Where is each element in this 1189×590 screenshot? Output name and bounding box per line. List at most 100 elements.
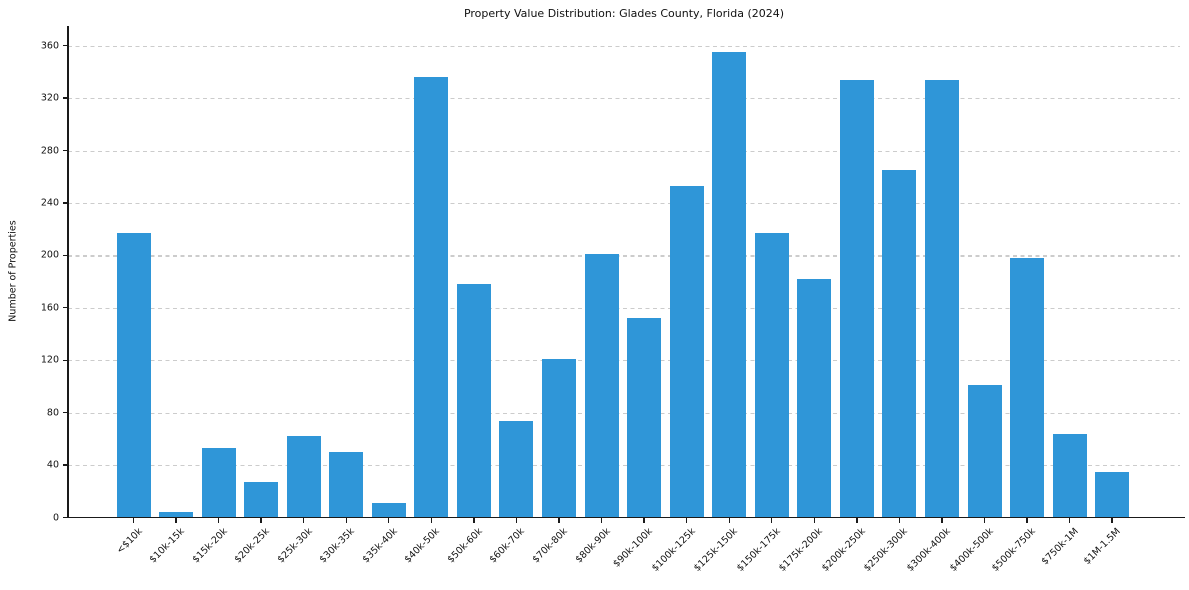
x-tick-mark-13 <box>685 518 688 523</box>
x-tick-mark-10 <box>558 518 560 523</box>
gridline-y-120 <box>68 360 1180 362</box>
bar-8 <box>456 284 491 518</box>
x-tick-mark-3 <box>260 518 262 523</box>
y-tick-label-280: 280 <box>40 145 59 156</box>
y-tick-mark-80 <box>63 411 68 414</box>
y-tick-label-240: 240 <box>40 197 59 209</box>
bar-12 <box>627 318 662 518</box>
y-tick-mark-280 <box>63 149 68 152</box>
x-tick-label-9: $60k-70k <box>487 525 528 565</box>
x-tick-mark-5 <box>345 518 347 523</box>
y-tick-mark-40 <box>63 464 68 466</box>
y-tick-mark-200 <box>63 254 68 257</box>
x-tick-mark-22 <box>1068 518 1071 523</box>
bar-6 <box>371 503 406 518</box>
gridline-y-200 <box>68 255 1180 257</box>
x-tick-mark-23 <box>1111 518 1113 523</box>
bar-9 <box>499 420 534 518</box>
x-tick-label-7: $40k-50k <box>402 525 443 565</box>
bar-21 <box>1010 258 1045 518</box>
bar-22 <box>1052 433 1087 518</box>
y-tick-label-360: 360 <box>40 40 59 52</box>
gridline-y-240 <box>68 202 1180 205</box>
x-tick-label-18: $250k-300k <box>862 525 911 574</box>
x-tick-mark-0 <box>132 518 135 523</box>
x-tick-mark-2 <box>217 518 220 523</box>
x-tick-mark-11 <box>600 518 603 523</box>
x-tick-label-20: $400k-500k <box>947 525 996 574</box>
plot-area <box>67 26 1186 519</box>
x-tick-label-14: $125k-150k <box>692 525 740 574</box>
x-tick-mark-16 <box>813 518 815 523</box>
bar-14 <box>712 52 747 518</box>
bar-7 <box>414 77 449 518</box>
x-tick-label-10: $70k-80k <box>530 525 570 565</box>
gridline-y-280 <box>68 150 1180 152</box>
x-axis-line <box>67 516 1186 519</box>
bar-19 <box>924 79 959 518</box>
x-tick-label-16: $175k-200k <box>777 525 826 574</box>
x-tick-mark-18 <box>898 518 901 523</box>
bar-0 <box>116 233 151 518</box>
bar-15 <box>754 233 789 518</box>
x-tick-mark-21 <box>1026 518 1028 523</box>
y-tick-label-0: 0 <box>52 512 59 523</box>
gridline-y-320 <box>68 98 1180 100</box>
bar-18 <box>882 170 917 518</box>
x-tick-mark-14 <box>728 518 730 523</box>
x-tick-label-19: $300k-400k <box>904 525 953 574</box>
x-tick-label-15: $150k-175k <box>734 525 783 574</box>
x-tick-mark-8 <box>473 518 475 523</box>
x-tick-mark-17 <box>856 518 858 523</box>
bar-16 <box>797 278 832 518</box>
x-tick-mark-15 <box>771 518 773 523</box>
bar-1 <box>159 512 194 518</box>
y-tick-label-200: 200 <box>40 249 59 261</box>
bar-10 <box>542 358 576 518</box>
y-tick-mark-120 <box>63 359 68 361</box>
bar-11 <box>584 254 619 518</box>
x-tick-label-11: $80k-90k <box>572 525 613 565</box>
bar-3 <box>244 482 279 518</box>
x-tick-label-3: $20k-25k <box>232 525 272 565</box>
y-axis-line <box>67 26 69 518</box>
y-axis-label: Number of Properties <box>7 220 19 322</box>
x-tick-label-8: $50k-60k <box>445 525 485 565</box>
x-tick-mark-12 <box>643 518 645 523</box>
x-tick-label-2: $15k-20k <box>190 525 230 565</box>
x-tick-label-6: $35k-40k <box>360 525 400 565</box>
x-tick-label-12: $90k-100k <box>611 525 655 570</box>
y-tick-mark-240 <box>63 202 68 204</box>
y-tick-label-80: 80 <box>46 407 59 419</box>
y-tick-label-160: 160 <box>40 302 59 314</box>
x-tick-label-21: $500k-750k <box>989 525 1038 574</box>
y-tick-mark-160 <box>63 307 68 309</box>
gridline-y-360 <box>68 45 1180 47</box>
x-tick-mark-4 <box>303 518 305 523</box>
bar-23 <box>1095 471 1130 518</box>
x-tick-label-5: $30k-35k <box>317 525 358 565</box>
x-tick-label-17: $200k-250k <box>819 525 868 574</box>
chart-title: Property Value Distribution: Glades Coun… <box>463 7 785 20</box>
x-tick-label-0: <$10k <box>114 525 145 556</box>
bar-5 <box>329 451 364 518</box>
bar-20 <box>967 385 1002 518</box>
gridline-y-80 <box>68 412 1180 414</box>
gridline-y-40 <box>68 465 1180 467</box>
bar-13 <box>669 185 704 518</box>
x-tick-mark-9 <box>515 518 518 523</box>
x-tick-label-23: $1M-1.5M <box>1081 525 1123 567</box>
bar-17 <box>839 79 874 518</box>
bar-2 <box>201 448 236 518</box>
x-tick-label-13: $100k-125k <box>649 525 698 574</box>
y-tick-label-40: 40 <box>46 459 59 471</box>
y-tick-label-320: 320 <box>40 92 59 104</box>
x-tick-label-1: $10k-15k <box>147 525 187 565</box>
x-tick-mark-1 <box>175 518 177 523</box>
bar-4 <box>286 436 321 518</box>
y-tick-mark-360 <box>63 44 68 47</box>
y-tick-label-120: 120 <box>40 354 59 366</box>
y-tick-mark-0 <box>63 516 68 519</box>
gridline-y-160 <box>68 307 1180 309</box>
